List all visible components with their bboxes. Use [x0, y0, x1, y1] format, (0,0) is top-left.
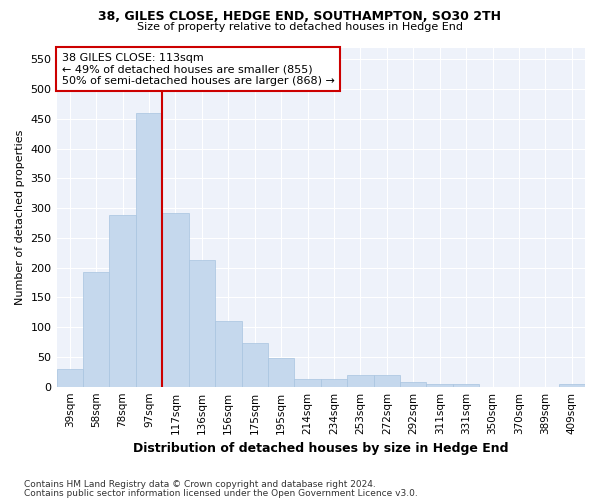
Text: Size of property relative to detached houses in Hedge End: Size of property relative to detached ho… [137, 22, 463, 32]
Bar [374, 375, 400, 386]
Bar [136, 113, 162, 386]
Bar [295, 379, 321, 386]
Y-axis label: Number of detached properties: Number of detached properties [15, 130, 25, 305]
Bar [321, 379, 347, 386]
Bar [347, 375, 374, 386]
Bar [215, 321, 242, 386]
Text: 38, GILES CLOSE, HEDGE END, SOUTHAMPTON, SO30 2TH: 38, GILES CLOSE, HEDGE END, SOUTHAMPTON,… [98, 10, 502, 23]
Text: Contains HM Land Registry data © Crown copyright and database right 2024.: Contains HM Land Registry data © Crown c… [24, 480, 376, 489]
Bar [109, 216, 136, 386]
Bar [453, 384, 479, 386]
Bar [242, 343, 268, 386]
Bar [56, 369, 83, 386]
X-axis label: Distribution of detached houses by size in Hedge End: Distribution of detached houses by size … [133, 442, 509, 455]
Text: Contains public sector information licensed under the Open Government Licence v3: Contains public sector information licen… [24, 488, 418, 498]
Bar [268, 358, 295, 386]
Bar [400, 382, 427, 386]
Bar [427, 384, 453, 386]
Bar [83, 272, 109, 386]
Text: 38 GILES CLOSE: 113sqm
← 49% of detached houses are smaller (855)
50% of semi-de: 38 GILES CLOSE: 113sqm ← 49% of detached… [62, 52, 335, 86]
Bar [559, 384, 585, 386]
Bar [162, 213, 188, 386]
Bar [188, 260, 215, 386]
